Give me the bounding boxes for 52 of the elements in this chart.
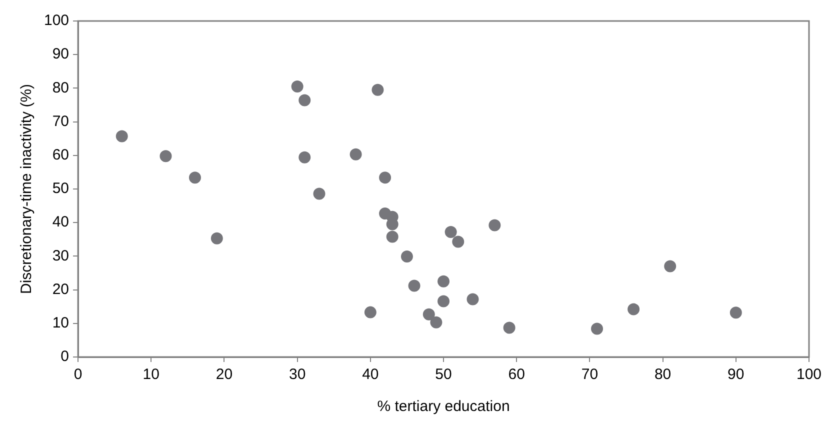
point [628,303,640,316]
point [364,306,376,318]
y-axis-title: Discretionary-time inactivity (%) [18,84,36,294]
point [400,250,413,263]
point [444,226,457,238]
x-tick-label: 90 [728,366,744,384]
point [298,94,311,106]
point [438,275,450,288]
y-tick-label: 80 [52,79,70,96]
x-tick-label: 70 [581,366,598,384]
y-tick-label: 60 [52,146,70,164]
x-tick-label: 0 [74,366,82,384]
point [422,308,435,320]
point [408,280,420,292]
y-tick-label: 90 [52,46,70,63]
point [116,130,128,142]
y-tick-label: 10 [52,314,70,332]
x-tick-label: 30 [288,366,306,384]
x-axis-title: % tertiary education [377,398,510,416]
y-tick-label: 20 [52,280,70,298]
point [452,236,464,248]
point [350,148,362,160]
y-tick-label: 100 [44,12,70,30]
y-tick-label: 70 [52,112,70,130]
point [188,172,201,184]
y-tick-label: 40 [52,214,70,231]
point [291,80,304,93]
point [386,230,398,243]
y-tick-label: 0 [60,348,70,366]
point [298,151,311,164]
y-tick-label: 30 [52,247,70,264]
point [438,295,450,308]
y-tick-label: 50 [52,180,70,198]
point [430,316,442,328]
point [730,306,742,319]
x-tick-label: 80 [654,366,672,384]
point [488,219,501,232]
point [379,172,392,184]
point [503,322,516,334]
x-tick-label: 20 [216,366,233,384]
point [466,293,479,306]
x-tick-label: 40 [362,366,379,384]
x-tick-label: 60 [508,366,525,384]
point [372,84,384,96]
x-tick-label: 50 [435,366,452,384]
point [664,260,676,272]
point [210,232,223,244]
x-tick-label: 100 [796,366,822,384]
x-tick-label: 10 [142,366,160,384]
point [591,322,604,335]
point [160,150,172,162]
point [313,188,326,200]
